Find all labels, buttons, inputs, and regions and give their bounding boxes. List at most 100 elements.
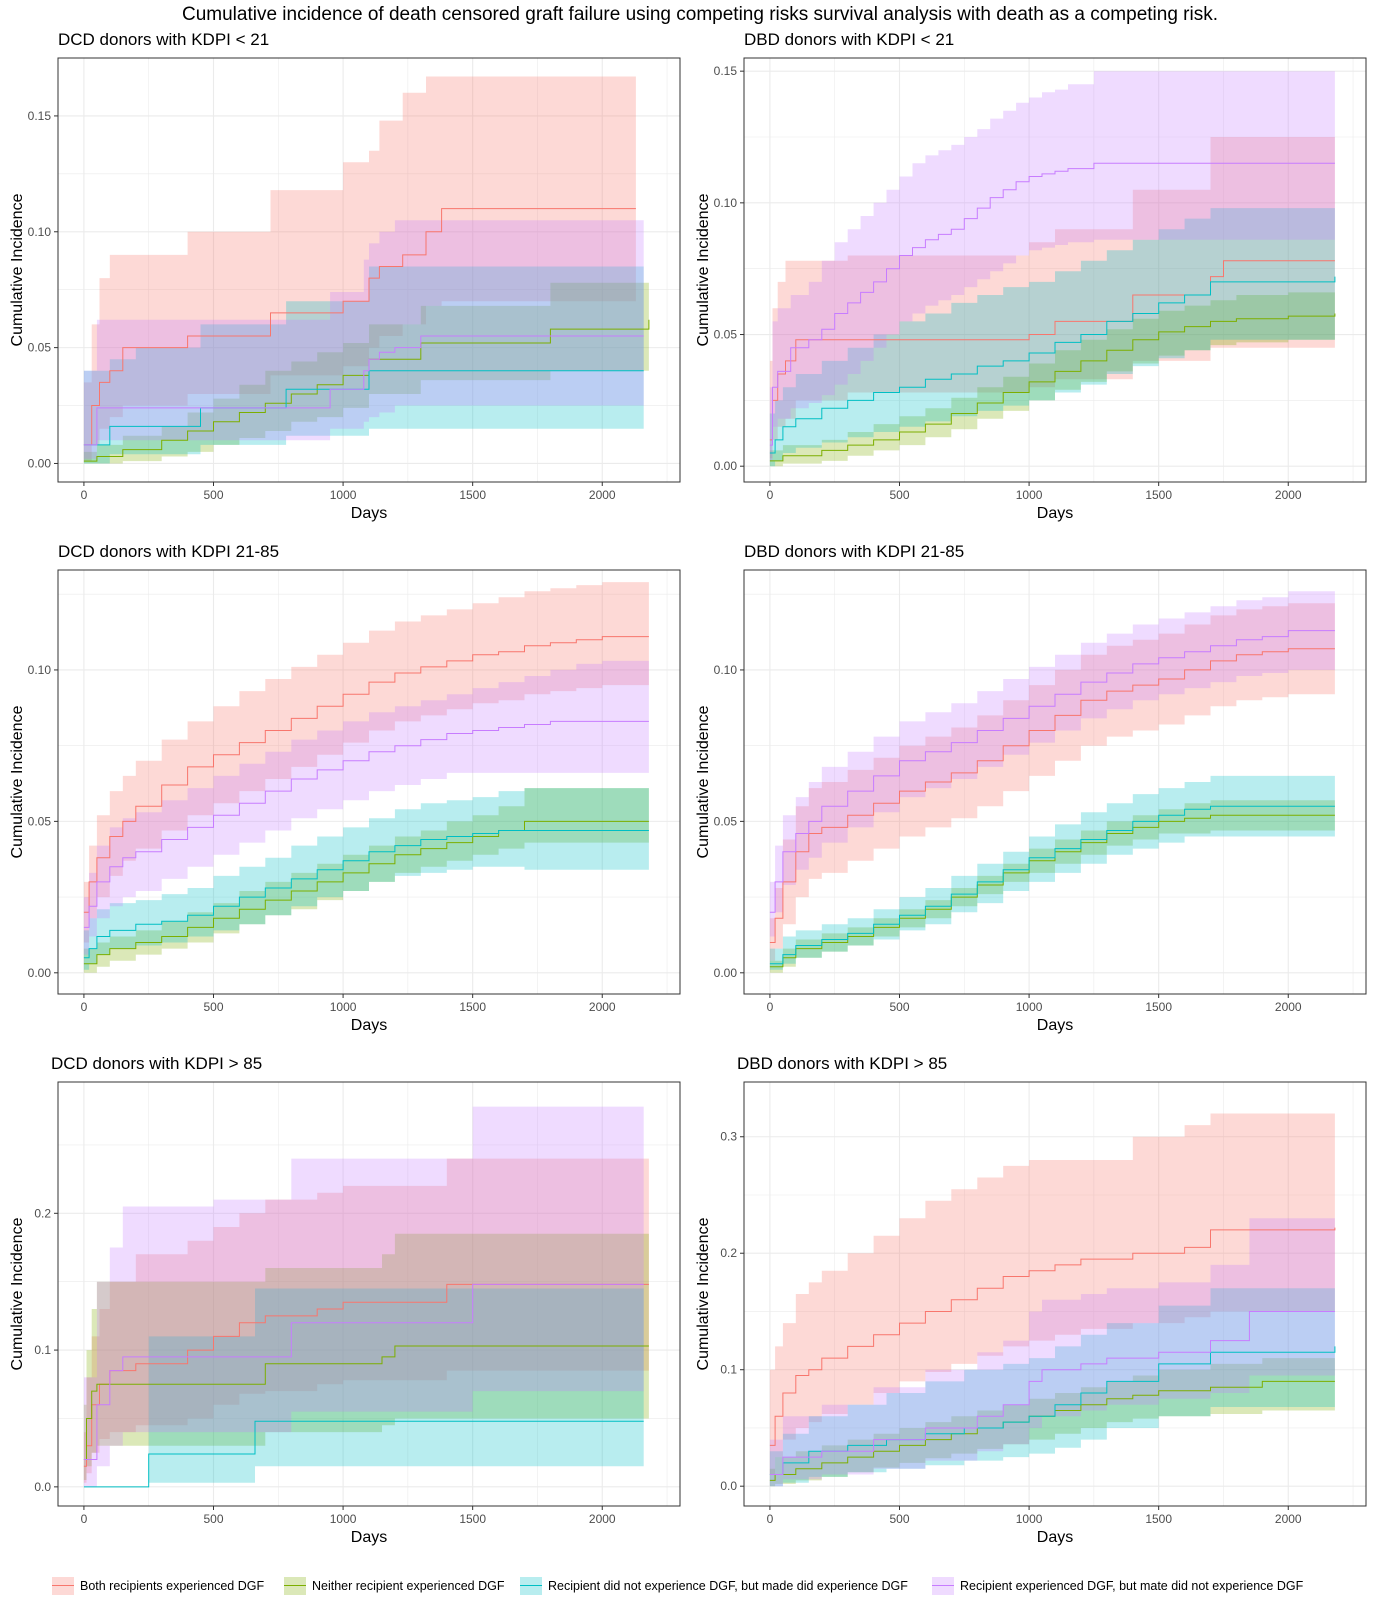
x-tick-label: 500: [889, 1512, 909, 1526]
chart-svg: 0 500 1000 1500 2000 0.0 0.1 0.2 0.3 Days Cumulati…: [695, 1081, 1367, 1546]
legend-label: Recipient did not experience DGF, but ma…: [548, 1579, 908, 1593]
legend-item-recipient-dgf-only: Recipient experienced DGF, but mate did …: [932, 1576, 1303, 1596]
x-axis-label: Days: [351, 505, 387, 522]
x-tick-label: 0: [81, 1512, 88, 1526]
y-tick-label: 0.05: [28, 814, 52, 828]
band-recipient-experienced-dgf-but-mate-did-not-experience-dgf: [769, 71, 1335, 461]
plot-border: [743, 57, 1367, 483]
plot-border: [57, 57, 681, 483]
line-recipient-did-not-experience-dgf-but-made-did-experience-dgf: [769, 805, 1335, 965]
y-axis-label: Cumulative Incidence: [9, 705, 26, 858]
panel-title: DBD donors with KDPI > 85: [737, 1054, 948, 1073]
axes: 0 500 1000 1500 2000 0.0 0.1 0.2: [34, 1206, 616, 1526]
axes: 0 500 1000 1500 2000 0.00 0.05 0.10 0.15: [28, 109, 616, 502]
line-both-recipients-experienced-dgf: [83, 636, 649, 913]
line-recipient-experienced-dgf-but-mate-did-not-experience-dgf: [83, 720, 649, 928]
line-recipient-experienced-dgf-but-mate-did-not-experience-dgf: [769, 1311, 1335, 1475]
axes: 0 500 1000 1500 2000 0.0 0.1 0.2 0.3: [720, 1130, 1302, 1526]
band-neither-recipient-experienced-dgf: [83, 1233, 649, 1480]
legend-key: [932, 1577, 954, 1595]
line-neither-recipient-experienced-dgf: [83, 820, 649, 965]
x-axis-label: Days: [351, 1529, 387, 1546]
band-both-recipients-experienced-dgf: [83, 582, 649, 943]
y-tick-label: 0.3: [720, 1130, 737, 1144]
x-tick-label: 0: [81, 488, 88, 502]
band-neither-recipient-experienced-dgf: [83, 788, 649, 973]
x-tick-label: 2000: [589, 1000, 616, 1014]
band-recipient-experienced-dgf-but-mate-did-not-experience-dgf: [769, 1212, 1335, 1487]
band-neither-recipient-experienced-dgf: [769, 1358, 1335, 1487]
panel-title: DBD donors with KDPI 21-85: [744, 542, 965, 561]
panel-title: DCD donors with KDPI 21-85: [58, 542, 280, 561]
plot-border: [57, 1081, 681, 1507]
band-neither-recipient-experienced-dgf: [769, 289, 1335, 467]
y-tick-label: 0.0: [720, 1479, 737, 1493]
chart-svg: 0 500 1000 1500 2000 0.00 0.05 0.10 Days Cumulati…: [9, 569, 681, 1034]
line-both-recipients-experienced-dgf: [83, 1283, 649, 1467]
y-tick-label: 0.10: [28, 225, 52, 239]
line-both-recipients-experienced-dgf: [769, 1227, 1336, 1446]
panel-title: DCD donors with KDPI < 21: [58, 30, 270, 49]
band-recipient-did-not-experience-dgf-but-made-did-experience-dgf: [83, 1288, 644, 1487]
x-tick-label: 500: [889, 488, 909, 502]
legend-key: [520, 1577, 542, 1595]
line-neither-recipient-experienced-dgf: [769, 814, 1335, 968]
y-tick-label: 0.1: [720, 1363, 737, 1377]
x-tick-label: 0: [767, 1512, 774, 1526]
legend-item-neither-dgf: Neither recipient experienced DGF: [284, 1576, 504, 1596]
y-tick-label: 0.00: [28, 456, 52, 470]
band-recipient-did-not-experience-dgf-but-made-did-experience-dgf: [769, 200, 1335, 467]
panel-dcd-kdpi-21-85: DCD donors with KDPI 21-85 0 500 1000 1500 2…: [8, 542, 694, 1070]
x-tick-label: 2000: [1275, 488, 1302, 502]
confidence-bands: [83, 582, 649, 973]
confidence-bands: [769, 1113, 1335, 1487]
grid: [58, 1082, 680, 1506]
band-both-recipients-experienced-dgf: [769, 137, 1335, 459]
line-neither-recipient-experienced-dgf: [769, 313, 1336, 462]
x-tick-label: 0: [767, 488, 774, 502]
band-recipient-experienced-dgf-but-mate-did-not-experience-dgf: [83, 660, 649, 955]
x-tick-label: 1000: [1016, 1000, 1043, 1014]
y-tick-label: 0.2: [720, 1246, 737, 1260]
band-recipient-experienced-dgf-but-mate-did-not-experience-dgf: [83, 1106, 644, 1487]
y-tick-label: 0.05: [714, 814, 738, 828]
legend: Both recipients experienced DGF Neither …: [52, 1576, 1382, 1598]
axes: 0 500 1000 1500 2000 0.00 0.05 0.10 0.15: [714, 64, 1302, 502]
x-tick-label: 1000: [330, 488, 357, 502]
line-recipient-experienced-dgf-but-mate-did-not-experience-dgf: [83, 335, 644, 446]
series-lines: [83, 1283, 649, 1488]
line-both-recipients-experienced-dgf: [83, 208, 636, 446]
series-lines: [83, 636, 649, 965]
x-tick-label: 2000: [1275, 1000, 1302, 1014]
x-tick-label: 500: [203, 488, 223, 502]
x-axis-label: Days: [351, 1017, 387, 1034]
x-tick-label: 500: [889, 1000, 909, 1014]
x-tick-label: 500: [203, 1000, 223, 1014]
chart-svg: 0 500 1000 1500 2000 0.00 0.05 0.10 Days Cumulati…: [695, 569, 1367, 1034]
x-tick-label: 1500: [1145, 1000, 1172, 1014]
line-recipient-did-not-experience-dgf-but-made-did-experience-dgf: [83, 1420, 644, 1488]
y-axis-label: Cumulative Incidence: [9, 1217, 26, 1370]
x-tick-label: 1000: [1016, 488, 1043, 502]
chart-svg: 0 500 1000 1500 2000 0.00 0.05 0.10 0.15 Days Cumu…: [695, 57, 1367, 522]
series-lines: [769, 630, 1335, 968]
confidence-bands: [83, 1106, 649, 1487]
panel-dbd-kdpi-under-21: DBD donors with KDPI < 21 0 500 1000 1500 20…: [694, 30, 1380, 558]
y-axis-label: Cumulative Incidence: [695, 705, 712, 858]
band-recipient-experienced-dgf-but-mate-did-not-experience-dgf: [769, 591, 1335, 937]
line-neither-recipient-experienced-dgf: [83, 319, 650, 462]
band-neither-recipient-experienced-dgf: [769, 800, 1335, 973]
grid: [744, 570, 1366, 994]
x-tick-label: 1500: [459, 1512, 486, 1526]
band-both-recipients-experienced-dgf: [769, 603, 1335, 961]
plot-border: [743, 569, 1367, 995]
y-tick-label: 0.05: [28, 341, 52, 355]
band-recipient-did-not-experience-dgf-but-made-did-experience-dgf: [769, 775, 1335, 970]
x-tick-label: 1000: [330, 1512, 357, 1526]
y-tick-label: 0.00: [28, 966, 52, 980]
x-axis-label: Days: [1037, 505, 1073, 522]
panel-title: DCD donors with KDPI > 85: [51, 1054, 263, 1073]
x-tick-label: 2000: [1275, 1512, 1302, 1526]
band-recipient-experienced-dgf-but-mate-did-not-experience-dgf: [83, 220, 644, 459]
axes: 0 500 1000 1500 2000 0.00 0.05 0.10: [28, 663, 616, 1014]
